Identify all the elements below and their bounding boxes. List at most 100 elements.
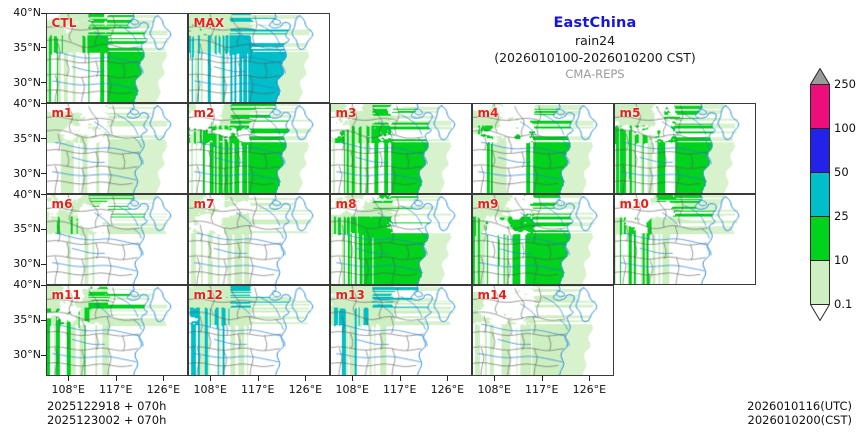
panel-label: m1	[51, 106, 73, 121]
x-axis-tick-label: 117°E	[99, 382, 133, 396]
y-axis-tick-label: 35°N	[13, 131, 41, 145]
x-axis-tick-label: 108°E	[335, 382, 369, 396]
y-axis-tick-label: 40°N	[13, 278, 41, 292]
x-axis-tick-label: 108°E	[51, 382, 85, 396]
y-axis-tick-label: 40°N	[13, 6, 41, 19]
x-axis-tick	[399, 375, 401, 381]
panel-label: m4	[477, 106, 499, 121]
panel-label: m3	[335, 106, 357, 121]
x-axis-tick-label: 117°E	[383, 382, 417, 396]
y-axis-tick-label: 40°N	[13, 96, 41, 110]
map-raster	[188, 195, 329, 284]
x-axis-tick	[115, 375, 117, 381]
panel-label: m13	[335, 287, 366, 302]
y-axis-tick	[40, 284, 46, 286]
panel-label: m11	[51, 287, 82, 302]
y-axis-tick	[40, 138, 46, 140]
x-axis-tick	[494, 375, 496, 381]
x-axis-tick	[210, 375, 212, 381]
colorbar-tick-label: 10	[834, 253, 849, 267]
map-raster	[46, 104, 187, 193]
colorbar-segment	[810, 172, 830, 216]
panel-label: CTL	[51, 15, 77, 30]
colorbar: 250 100 50 25 10 0.1	[810, 68, 856, 321]
y-axis-tick-label: 35°N	[13, 222, 41, 236]
x-axis-tick	[305, 375, 307, 381]
x-axis-tick-label: 126°E	[288, 382, 323, 396]
x-axis-tick-label: 126°E	[430, 382, 465, 396]
y-axis-tick-label: 30°N	[13, 75, 41, 89]
y-axis-tick	[40, 194, 46, 195]
panel-label: m10	[619, 197, 650, 211]
panel-label: MAX	[193, 15, 225, 30]
map-raster	[188, 104, 329, 193]
map-panel-m8: m8	[329, 194, 472, 285]
x-axis-tick	[163, 375, 165, 381]
y-axis-tick	[40, 47, 46, 49]
map-panel-m10: m10	[613, 194, 756, 285]
map-raster	[46, 285, 187, 375]
x-axis-tick	[68, 375, 70, 381]
colorbar-segment	[810, 260, 830, 304]
y-axis-tick	[40, 263, 46, 265]
x-axis-tick-label: 108°E	[193, 382, 227, 396]
map-panel-m13: m13	[329, 284, 472, 376]
panel-label: m8	[335, 197, 357, 211]
map-panel-m4: m4	[471, 103, 614, 194]
colorbar-tick-label: 25	[834, 209, 849, 223]
map-panel-m5: m5	[613, 103, 756, 194]
map-panel-ctl: CTL	[45, 12, 188, 104]
map-panel-m12: m12	[187, 284, 330, 376]
colorbar-segment	[810, 128, 830, 172]
colorbar-segment	[810, 84, 830, 128]
y-axis-tick-label: 40°N	[13, 187, 41, 201]
colorbar-tick-label: 0.1	[834, 297, 853, 311]
map-panel-m9: m9	[471, 194, 614, 285]
y-axis-tick	[40, 228, 46, 230]
colorbar-over-arrow	[810, 68, 830, 84]
map-panel-m11: m11	[45, 284, 188, 376]
y-axis-tick	[40, 173, 46, 175]
panel-label: m2	[193, 106, 215, 121]
map-raster	[330, 285, 471, 375]
x-axis-tick	[257, 375, 259, 381]
map-raster	[46, 195, 187, 284]
colorbar-divider	[810, 172, 830, 174]
panel-label: m6	[51, 197, 73, 211]
footer-valid-utc: 2026010116(UTC)	[747, 399, 852, 413]
colorbar-divider	[810, 128, 830, 130]
panel-label: m14	[477, 287, 508, 302]
x-axis-tick-label: 126°E	[572, 382, 607, 396]
footer-init-line-1: 2025122918 + 070h	[47, 399, 167, 413]
figure-title-block: EastChina rain24 (2026010100-2026010200 …	[460, 14, 730, 83]
panel-label: m5	[619, 106, 641, 121]
map-panel-m2: m2	[187, 103, 330, 194]
map-raster	[330, 104, 471, 193]
y-axis-tick-label: 30°N	[13, 348, 41, 362]
y-axis-tick	[40, 82, 46, 84]
y-axis-tick	[40, 103, 46, 105]
y-axis-tick	[40, 12, 46, 14]
colorbar-tick-label: 100	[834, 121, 856, 135]
map-panel-m14: m14	[471, 284, 614, 376]
y-axis-tick-label: 35°N	[13, 313, 41, 327]
map-panel-m1: m1	[45, 103, 188, 194]
map-raster	[46, 13, 187, 103]
colorbar-tick-label: 250	[834, 77, 856, 91]
y-axis-tick-label: 35°N	[13, 40, 41, 54]
colorbar-under-arrow-outline	[810, 304, 830, 321]
x-axis-tick-label: 117°E	[525, 382, 559, 396]
map-raster	[188, 285, 329, 375]
y-axis-tick-label: 30°N	[13, 257, 41, 271]
colorbar-over-arrow-outline	[810, 68, 830, 85]
panel-label: m7	[193, 197, 215, 211]
x-axis-tick	[352, 375, 354, 381]
colorbar-under-arrow	[810, 304, 830, 320]
colorbar-divider	[810, 260, 830, 262]
footer-valid-cst: 2026010200(CST)	[747, 413, 853, 427]
x-axis-tick	[541, 375, 543, 381]
footer-init-line-2: 2025123002 + 070h	[47, 413, 167, 427]
y-axis-tick	[40, 319, 46, 321]
map-raster	[614, 195, 755, 284]
x-axis-tick-label: 108°E	[477, 382, 511, 396]
